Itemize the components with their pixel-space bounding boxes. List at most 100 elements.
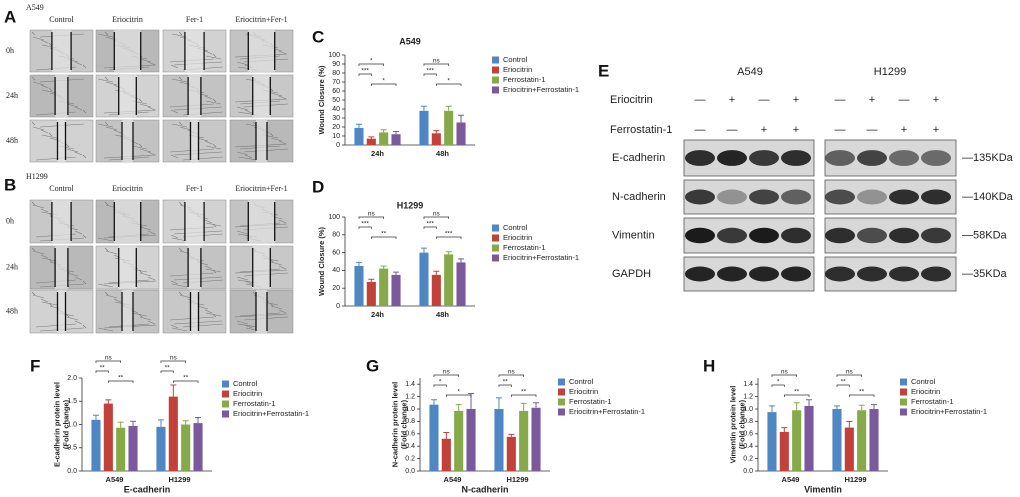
- significance-label: *: [382, 78, 385, 85]
- bar: [156, 426, 166, 471]
- blot-band: [921, 189, 951, 205]
- significance-label: ns: [433, 58, 441, 65]
- legend-label: Eriocitrin: [911, 387, 940, 396]
- texture: [104, 31, 109, 36]
- texture: [48, 87, 53, 92]
- bar: [379, 132, 389, 145]
- texture: [82, 109, 87, 114]
- error-bar: [170, 384, 177, 397]
- texture: [97, 123, 114, 128]
- bar: [456, 262, 466, 306]
- bar: [804, 405, 814, 471]
- cell-line-label: A549: [737, 66, 763, 78]
- blot-band: [685, 266, 715, 282]
- significance-label: ***: [361, 68, 369, 75]
- error-bar: [871, 404, 878, 409]
- chart-title: A549: [399, 36, 421, 46]
- bar: [454, 410, 464, 471]
- legend-swatch: [492, 254, 499, 262]
- bar: [429, 404, 439, 471]
- treatment-sign: —: [759, 94, 770, 106]
- texture: [48, 132, 53, 137]
- significance-bracket: [445, 394, 472, 397]
- texture: [171, 327, 188, 332]
- wound-gap: [256, 120, 267, 162]
- legend-label: Control: [911, 377, 936, 386]
- texture: [170, 324, 179, 329]
- blot-band: [781, 227, 811, 244]
- y-tick-label: 0.6: [405, 431, 415, 438]
- significance-label: *: [457, 389, 460, 396]
- panel-label: D: [312, 177, 324, 196]
- bar: [857, 410, 867, 471]
- legend-label: Ferrostatin-1: [233, 399, 276, 408]
- wound-gap: [188, 75, 201, 117]
- treatment-sign: +: [933, 124, 939, 136]
- y-tick-label: 20: [332, 285, 340, 292]
- texture: [270, 137, 283, 142]
- error-bar: [806, 399, 813, 406]
- texture: [82, 234, 87, 239]
- legend-label: Ferrostatin-1: [503, 243, 546, 252]
- protein-label: E-cadherin: [612, 152, 665, 164]
- y-tick-label: 0: [336, 303, 340, 310]
- x-axis-label: Vimentin: [804, 484, 842, 494]
- significance-bracket: [160, 370, 174, 373]
- chart-title: H1299: [397, 200, 424, 210]
- treatment-label: Ferrostatin-1: [610, 124, 672, 136]
- texture: [131, 145, 148, 150]
- bar: [419, 110, 429, 145]
- bar: [354, 127, 364, 145]
- texture: [104, 201, 109, 206]
- significance-label: ***: [361, 221, 369, 228]
- protein-label: GAPDH: [612, 268, 651, 280]
- y-axis-label: Vimentin protein level: [728, 386, 737, 464]
- texture: [204, 265, 213, 270]
- size-label: —135KDa: [962, 152, 1014, 164]
- bar: [519, 410, 529, 471]
- blot-band: [889, 150, 919, 166]
- texture: [40, 298, 49, 303]
- row-label: 48h: [6, 306, 18, 315]
- wound-gap: [118, 75, 137, 117]
- error-bar: [433, 270, 440, 275]
- blot-band: [921, 266, 951, 282]
- size-label: —140KDa: [962, 191, 1014, 203]
- texture: [170, 64, 179, 69]
- texture: [82, 64, 87, 69]
- texture: [170, 234, 179, 239]
- legend-label: Eriocitrin+Ferrostatin-1: [911, 407, 987, 416]
- bar: [354, 265, 364, 306]
- significance-label: **: [521, 389, 527, 396]
- bar: [379, 268, 389, 306]
- texture: [139, 272, 152, 277]
- size-label: —58KDa: [962, 229, 1008, 241]
- significance-bracket: [358, 63, 385, 66]
- texture: [40, 208, 49, 213]
- error-bar: [182, 420, 189, 425]
- texture: [104, 247, 109, 252]
- texture: [74, 61, 83, 66]
- significance-label: **: [165, 365, 171, 372]
- significance-label: ***: [445, 231, 453, 238]
- error-bar: [520, 402, 527, 411]
- texture: [204, 219, 213, 224]
- significance-label: ns: [368, 211, 376, 218]
- significance-label: **: [183, 375, 189, 382]
- significance-label: **: [859, 389, 865, 396]
- legend-label: Ferrostatin-1: [569, 397, 612, 406]
- significance-bracket: [498, 384, 512, 387]
- texture: [40, 39, 49, 44]
- texture: [32, 36, 45, 41]
- significance-bracket: [771, 374, 798, 377]
- significance-label: ns: [846, 369, 854, 376]
- blot-band: [749, 150, 779, 166]
- error-bar: [445, 105, 452, 111]
- bar: [116, 427, 126, 471]
- significance-bracket: [836, 374, 863, 377]
- texture: [31, 121, 36, 126]
- texture: [178, 31, 183, 36]
- texture: [113, 129, 122, 134]
- blot-band: [749, 227, 779, 244]
- treatment-sign: —: [695, 94, 706, 106]
